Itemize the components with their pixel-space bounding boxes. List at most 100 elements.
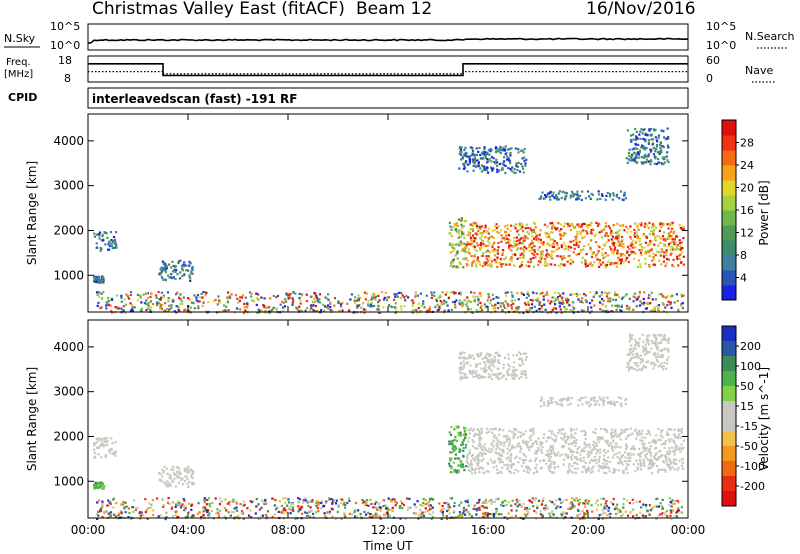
velocity-cell — [176, 476, 179, 479]
power-cell — [305, 299, 309, 303]
power-cell — [625, 157, 628, 160]
velocity-cell — [577, 458, 580, 461]
velocity-cell — [624, 443, 628, 446]
velocity-cell — [551, 471, 554, 474]
power-cell — [618, 252, 621, 255]
power-cell — [635, 234, 638, 237]
power-cell — [653, 308, 657, 311]
velocity-cell — [190, 508, 193, 511]
velocity-cell — [206, 509, 210, 512]
velocity-cell — [483, 361, 486, 364]
velocity-cell — [561, 511, 564, 514]
power-cell — [484, 224, 487, 227]
power-cell — [393, 306, 396, 309]
power-cell — [526, 231, 529, 234]
power-cell — [462, 162, 465, 166]
power-cell — [552, 191, 555, 194]
power-cell — [515, 309, 518, 312]
velocity-cell — [94, 442, 97, 445]
power-cell — [181, 274, 184, 277]
power-cell — [649, 295, 652, 298]
power-colorbar-segment — [722, 150, 736, 166]
velocity-cell — [590, 459, 593, 462]
power-cell — [314, 292, 317, 295]
power-cell — [367, 299, 370, 302]
velocity-cell — [573, 440, 576, 443]
power-cell — [551, 238, 555, 241]
power-cell — [395, 293, 398, 296]
velocity-cell — [95, 513, 99, 516]
power-cell — [564, 196, 567, 199]
velocity-cell — [472, 369, 475, 372]
power-cell — [627, 151, 630, 154]
power-cell — [532, 265, 535, 268]
power-cell — [223, 304, 226, 307]
power-cell — [539, 255, 543, 258]
power-cell — [649, 159, 652, 162]
power-cell — [299, 302, 302, 305]
velocity-cell — [614, 506, 617, 509]
velocity-cell — [159, 472, 162, 475]
power-cell — [539, 197, 542, 200]
velocity-cell — [341, 498, 344, 501]
power-cell — [411, 299, 414, 302]
velocity-cell — [548, 512, 551, 515]
power-cell — [552, 242, 555, 245]
velocity-cell — [535, 471, 538, 474]
velocity-cell — [518, 503, 521, 506]
velocity-cell — [543, 404, 546, 407]
velocity-cell — [106, 440, 109, 443]
power-cell — [552, 226, 555, 229]
power-cell — [102, 276, 105, 279]
power-cell — [466, 301, 469, 304]
power-cell — [527, 301, 530, 304]
velocity-cell — [475, 370, 478, 373]
power-cell — [159, 305, 162, 308]
velocity-cell — [122, 503, 125, 506]
velocity-cell — [592, 440, 595, 443]
velocity-cell — [598, 513, 601, 517]
velocity-cell — [443, 501, 446, 505]
power-cell — [487, 240, 490, 243]
velocity-cell — [97, 510, 100, 513]
velocity-cell — [476, 373, 479, 376]
power-cell — [464, 251, 467, 254]
velocity-cell — [562, 428, 565, 431]
velocity-cell — [480, 437, 483, 440]
power-cell — [263, 297, 266, 300]
velocity-cell — [484, 511, 487, 515]
power-cell — [511, 295, 514, 298]
velocity-cell — [555, 507, 558, 510]
velocity-cell — [588, 454, 591, 457]
velocity-cell — [476, 459, 479, 462]
power-cell — [617, 304, 620, 308]
velocity-cell — [509, 470, 512, 473]
power-cell — [474, 156, 477, 159]
velocity-cell — [671, 466, 674, 469]
power-cell — [644, 138, 647, 141]
power-cell — [632, 308, 635, 311]
velocity-cell — [494, 352, 497, 355]
velocity-cell — [551, 438, 554, 441]
power-cell — [637, 153, 640, 156]
power-cell — [469, 237, 473, 240]
velocity-cell — [650, 464, 653, 467]
power-cell — [357, 305, 360, 308]
velocity-cell — [344, 504, 347, 507]
velocity-cell — [288, 507, 292, 510]
velocity-cell — [488, 354, 491, 357]
power-cell — [534, 226, 537, 229]
velocity-cell — [641, 442, 644, 445]
velocity-cell — [662, 442, 665, 445]
velocity-cell — [495, 351, 498, 355]
velocity-cell — [514, 429, 517, 432]
power-cell — [239, 296, 242, 299]
power-cell — [634, 296, 637, 299]
power-cell — [523, 159, 526, 162]
power-cell — [590, 192, 593, 195]
power-cell — [544, 231, 547, 234]
velocity-cell — [576, 508, 580, 511]
power-cell — [653, 263, 656, 266]
power-cell — [140, 307, 143, 310]
power-cell — [449, 265, 452, 268]
